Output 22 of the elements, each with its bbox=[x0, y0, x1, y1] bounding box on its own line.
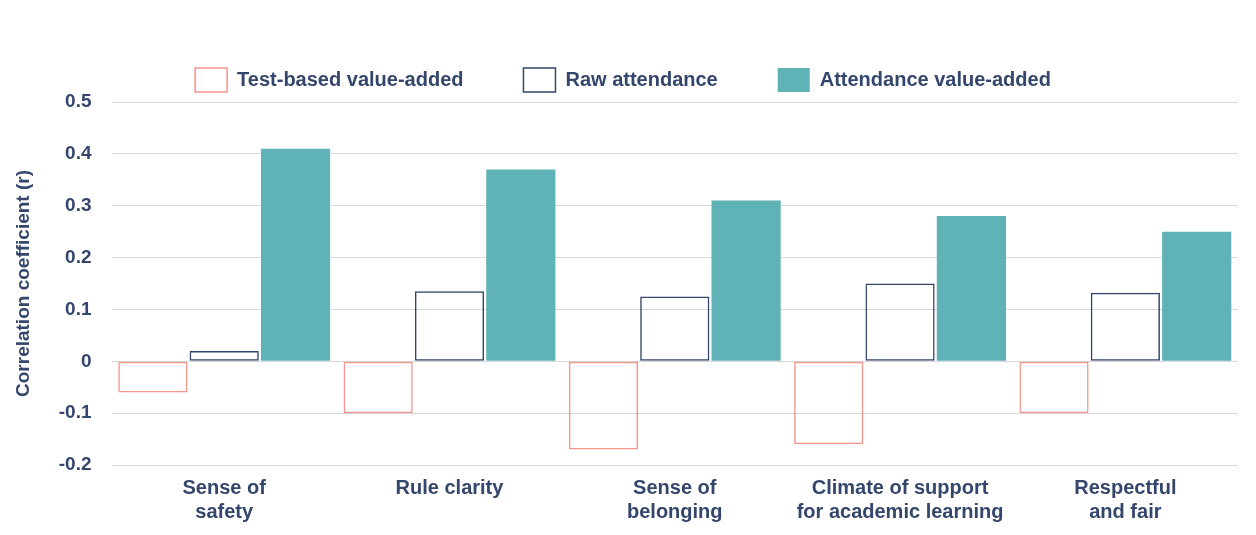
x-tick-label: Sense of belonging bbox=[627, 475, 723, 522]
legend-label: Test-based value-added bbox=[237, 67, 464, 90]
y-tick-label: 0 bbox=[80, 349, 92, 371]
legend-label: Raw attendance bbox=[565, 67, 718, 90]
y-axis-title: Correlation coefficient (r) bbox=[11, 170, 33, 397]
bar bbox=[260, 148, 331, 361]
bar bbox=[1162, 231, 1232, 361]
x-tick-label: Rule clarity bbox=[395, 475, 505, 498]
x-tick-label: Climate of support for academic learning bbox=[796, 475, 1004, 522]
x-tick-label: Respectful and fair bbox=[1074, 475, 1177, 522]
y-tick-label: 0.4 bbox=[65, 142, 92, 164]
y-tick-label: 0.5 bbox=[65, 90, 92, 112]
legend-label: Attendance value-added bbox=[819, 67, 1051, 90]
bar bbox=[936, 216, 1007, 361]
x-tick-label: Sense of safety bbox=[182, 475, 267, 522]
y-tick-label: 0.3 bbox=[65, 193, 92, 215]
bar bbox=[711, 200, 781, 361]
y-tick-label: 0.1 bbox=[65, 297, 92, 319]
y-tick-label: 0.2 bbox=[65, 245, 92, 267]
y-tick-label: -0.1 bbox=[58, 401, 92, 423]
y-tick-label: -0.2 bbox=[58, 453, 92, 475]
bar bbox=[486, 169, 556, 361]
